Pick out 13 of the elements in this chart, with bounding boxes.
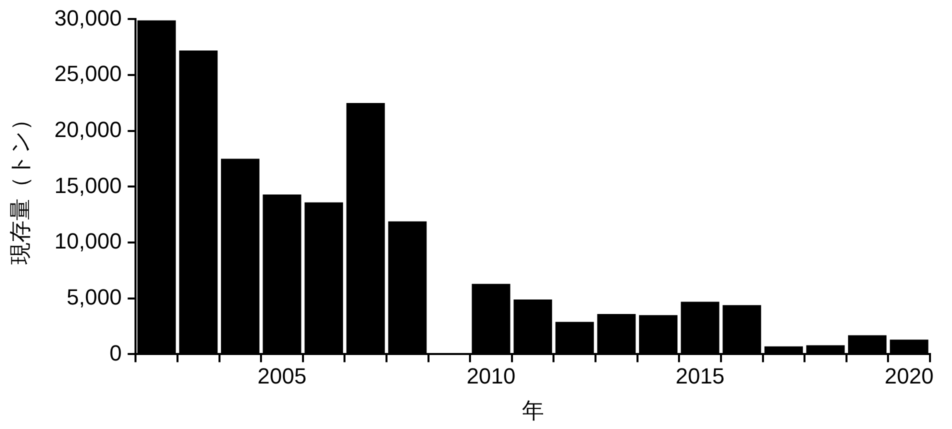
y-tick-label: 10,000 <box>54 228 122 254</box>
x-tick-label: 2015 <box>676 363 725 388</box>
y-axis-title: 現存量（トン） <box>7 108 32 265</box>
x-axis-title: 年 <box>522 398 544 423</box>
y-tick-label: 15,000 <box>54 172 122 198</box>
y-tick-label: 20,000 <box>54 116 122 142</box>
y-tick-label: 0 <box>109 340 122 366</box>
x-tick-label: 2020 <box>884 363 934 388</box>
y-tick-label: 5,000 <box>66 284 122 310</box>
x-tick-label: 2010 <box>466 363 516 388</box>
y-tick-label: 30,000 <box>54 5 122 30</box>
y-tick-label: 25,000 <box>54 61 122 86</box>
x-tick-label: 2005 <box>258 363 306 388</box>
